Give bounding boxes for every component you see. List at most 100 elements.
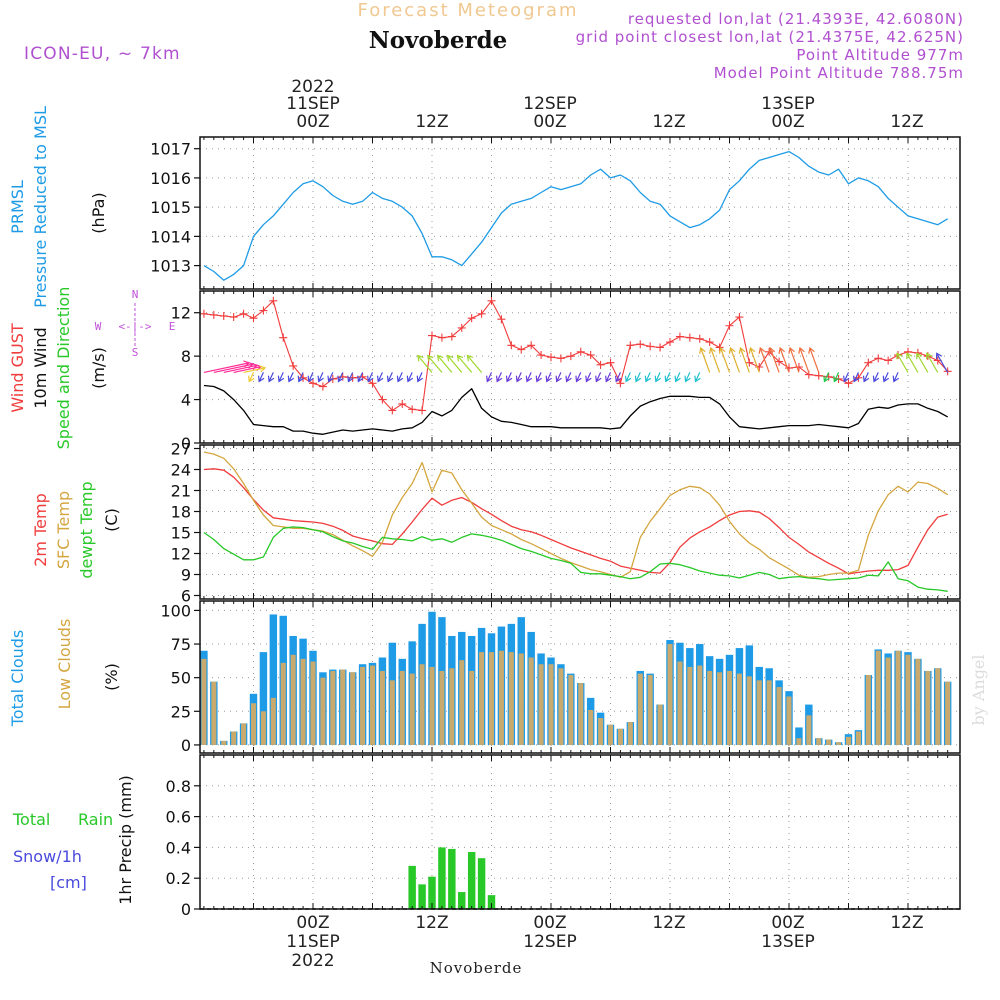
model-altitude: Model Point Altitude 788.75m bbox=[714, 64, 964, 82]
point-altitude: Point Altitude 977m bbox=[796, 46, 964, 64]
wind-direction-arrow bbox=[466, 354, 483, 373]
pressure-ytick-label: 1015 bbox=[150, 198, 191, 217]
low-cloud-bar bbox=[588, 709, 594, 745]
pressure-panel-labels: PRMSL Pressure Reduced to MSL (hPa) bbox=[8, 106, 108, 308]
wind-direction-arrow bbox=[347, 372, 354, 383]
low-cloud-bar bbox=[201, 658, 207, 745]
gust-line bbox=[203, 300, 949, 411]
temperature-frame bbox=[199, 444, 961, 600]
wind-direction-arrow bbox=[486, 372, 493, 383]
gust-marker bbox=[675, 332, 684, 341]
low-cloud-bar bbox=[726, 670, 733, 745]
low-cloud-bar bbox=[697, 665, 703, 745]
gust-marker bbox=[656, 343, 665, 352]
gust-marker bbox=[606, 358, 615, 367]
low-cloud-bar bbox=[945, 681, 951, 745]
precipitation-ytick-label: 0.8 bbox=[166, 777, 191, 796]
location-title: Novoberde bbox=[369, 27, 508, 54]
low-cloud-bar bbox=[935, 668, 941, 745]
precipitation-ytick-label: 0.6 bbox=[166, 808, 191, 827]
gust-marker bbox=[527, 341, 536, 350]
low-cloud-bar bbox=[379, 670, 385, 745]
pressure-ytick-label: 1014 bbox=[150, 227, 191, 246]
total-cloud-bar bbox=[259, 652, 268, 745]
label-sfc-temp: SFC Temp bbox=[54, 491, 73, 569]
low-cloud-bar bbox=[290, 654, 296, 745]
gust-marker bbox=[259, 306, 268, 315]
temp-sfc-line bbox=[203, 451, 949, 578]
rain-bar bbox=[428, 876, 436, 909]
gust-marker bbox=[745, 358, 754, 367]
bottom-hour-00z-3: 00Z bbox=[771, 913, 804, 933]
low-cloud-bar bbox=[260, 711, 266, 745]
wind-direction-arrow bbox=[872, 372, 880, 383]
low-cloud-bar bbox=[221, 740, 227, 745]
wind-direction-arrow bbox=[823, 372, 830, 383]
wind-direction-arrow bbox=[456, 354, 473, 373]
compass-west: W bbox=[95, 320, 102, 333]
low-cloud-bar bbox=[241, 723, 247, 745]
wind-direction-arrow bbox=[386, 372, 394, 383]
low-cloud-bar bbox=[845, 736, 852, 745]
precipitation-frame bbox=[199, 754, 961, 910]
wind-direction-arrow bbox=[307, 372, 314, 383]
gust-marker bbox=[844, 379, 853, 388]
wind-direction-arrow bbox=[758, 346, 770, 373]
clouds-ytick-label: 25 bbox=[171, 702, 191, 721]
bottom-hour-00z-2: 00Z bbox=[533, 913, 566, 933]
label-total-clouds: Total Clouds bbox=[8, 630, 27, 728]
footer-location: Novoberde bbox=[430, 959, 523, 977]
low-cloud-bar bbox=[766, 680, 772, 745]
gust-marker bbox=[636, 340, 645, 349]
compass-horizontal: <-|-> bbox=[118, 320, 151, 333]
clouds-ytick-label: 0 bbox=[181, 736, 191, 755]
gust-marker bbox=[695, 334, 704, 343]
gust-marker bbox=[487, 296, 496, 305]
gust-marker bbox=[864, 358, 873, 367]
low-cloud-bar bbox=[459, 660, 465, 745]
precipitation-ytick-label: 0 bbox=[181, 900, 191, 919]
bottom-hour-12z-3: 12Z bbox=[890, 913, 923, 933]
gust-marker bbox=[537, 351, 546, 360]
top-hour-12z-2: 12Z bbox=[652, 112, 685, 132]
label-prmsl: PRMSL bbox=[8, 180, 27, 234]
label-hpa: (hPa) bbox=[89, 192, 108, 233]
temperature-ytick-label: 15 bbox=[171, 524, 191, 543]
temperature-ytick-label: 9 bbox=[181, 566, 191, 585]
pressure-ytick-label: 1016 bbox=[150, 169, 191, 188]
gust-marker bbox=[428, 331, 436, 340]
wind-direction-arrow bbox=[243, 365, 267, 374]
low-cloud-bar bbox=[895, 650, 901, 745]
total-cloud-bar bbox=[795, 727, 803, 745]
wind-ytick-label: 12 bbox=[171, 304, 191, 323]
compass-north: N bbox=[132, 288, 139, 301]
gust-marker bbox=[547, 353, 555, 362]
gust-marker bbox=[199, 309, 208, 318]
label-dewpt-temp: dewpt Temp bbox=[77, 481, 96, 578]
wind-direction-arrow bbox=[595, 372, 602, 383]
low-cloud-bar bbox=[320, 677, 326, 745]
wind-direction-arrow bbox=[297, 372, 305, 383]
rain-bar bbox=[458, 892, 466, 909]
pressure-line bbox=[203, 150, 949, 281]
gust-marker bbox=[447, 332, 456, 341]
wind-direction-arrow bbox=[376, 372, 384, 383]
gust-marker bbox=[666, 338, 674, 347]
gust-marker bbox=[398, 399, 407, 408]
wind-direction-arrow bbox=[664, 372, 671, 383]
top-hour-00z-1: 00Z bbox=[296, 112, 329, 132]
gust-marker bbox=[874, 354, 883, 363]
rain-bar bbox=[448, 848, 456, 909]
low-cloud-bar bbox=[479, 652, 485, 745]
gust-marker bbox=[586, 351, 595, 360]
temperature-ytick-label: 12 bbox=[171, 545, 191, 564]
gust-marker bbox=[715, 343, 724, 352]
low-cloud-bar bbox=[717, 672, 723, 745]
rain-bar bbox=[477, 858, 486, 909]
wind-direction-arrow bbox=[248, 372, 255, 383]
low-cloud-bar bbox=[667, 644, 673, 745]
low-cloud-bar bbox=[925, 670, 931, 745]
gust-marker bbox=[616, 379, 625, 388]
top-hour-00z-3: 00Z bbox=[771, 112, 804, 132]
rain-bar bbox=[418, 884, 426, 909]
